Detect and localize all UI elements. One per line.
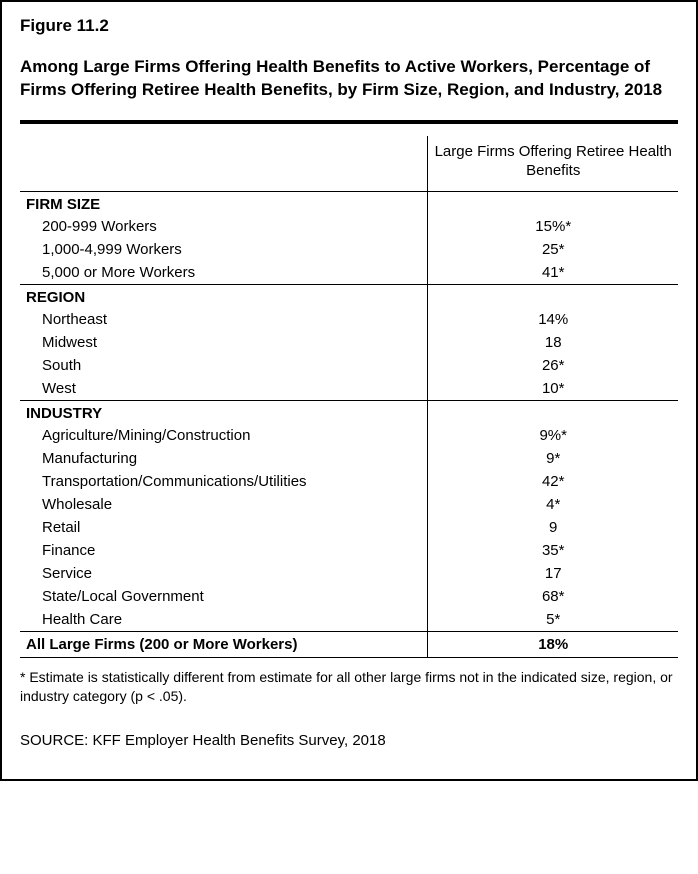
row-label: 200-999 Workers — [20, 215, 428, 238]
row-label: State/Local Government — [20, 585, 428, 608]
figure-container: Figure 11.2 Among Large Firms Offering H… — [0, 0, 698, 781]
section-row: INDUSTRY — [20, 400, 678, 424]
table-row: Health Care5* — [20, 608, 678, 632]
figure-number: Figure 11.2 — [20, 16, 678, 36]
row-value: 26* — [428, 354, 678, 377]
section-label: REGION — [20, 284, 428, 308]
row-value: 25* — [428, 238, 678, 261]
row-value: 68* — [428, 585, 678, 608]
section-value-empty — [428, 191, 678, 215]
table-row: Midwest18 — [20, 331, 678, 354]
table-row: Retail9 — [20, 516, 678, 539]
table-row: Wholesale4* — [20, 493, 678, 516]
table-row: Agriculture/Mining/Construction9%* — [20, 424, 678, 447]
table-row: 200-999 Workers15%* — [20, 215, 678, 238]
figure-title: Among Large Firms Offering Health Benefi… — [20, 56, 678, 102]
row-label: Service — [20, 562, 428, 585]
row-label: Retail — [20, 516, 428, 539]
summary-value: 18% — [428, 631, 678, 657]
title-rule — [20, 120, 678, 124]
row-value: 4* — [428, 493, 678, 516]
summary-label: All Large Firms (200 or More Workers) — [20, 631, 428, 657]
section-value-empty — [428, 284, 678, 308]
section-row: REGION — [20, 284, 678, 308]
summary-row: All Large Firms (200 or More Workers)18% — [20, 631, 678, 657]
row-label: 5,000 or More Workers — [20, 261, 428, 285]
row-label: Northeast — [20, 308, 428, 331]
header-empty — [20, 136, 428, 192]
row-label: Manufacturing — [20, 447, 428, 470]
footnote-text: * Estimate is statistically different fr… — [20, 668, 678, 706]
row-value: 9* — [428, 447, 678, 470]
row-label: 1,000-4,999 Workers — [20, 238, 428, 261]
row-label: Finance — [20, 539, 428, 562]
table-row: South26* — [20, 354, 678, 377]
row-value: 41* — [428, 261, 678, 285]
row-value: 10* — [428, 377, 678, 401]
row-value: 5* — [428, 608, 678, 632]
row-value: 18 — [428, 331, 678, 354]
row-label: West — [20, 377, 428, 401]
row-value: 9%* — [428, 424, 678, 447]
row-label: Health Care — [20, 608, 428, 632]
table-row: 5,000 or More Workers41* — [20, 261, 678, 285]
table-header-row: Large Firms Offering Retiree Health Bene… — [20, 136, 678, 192]
table-row: Manufacturing9* — [20, 447, 678, 470]
table-row: Transportation/Communications/Utilities4… — [20, 470, 678, 493]
table-row: Finance35* — [20, 539, 678, 562]
row-label: South — [20, 354, 428, 377]
section-value-empty — [428, 400, 678, 424]
row-value: 9 — [428, 516, 678, 539]
source-text: SOURCE: KFF Employer Health Benefits Sur… — [20, 732, 678, 749]
row-value: 42* — [428, 470, 678, 493]
row-label: Agriculture/Mining/Construction — [20, 424, 428, 447]
data-table: Large Firms Offering Retiree Health Bene… — [20, 136, 678, 658]
section-row: FIRM SIZE — [20, 191, 678, 215]
table-row: Northeast14% — [20, 308, 678, 331]
column-header: Large Firms Offering Retiree Health Bene… — [428, 136, 678, 192]
row-label: Midwest — [20, 331, 428, 354]
table-row: Service17 — [20, 562, 678, 585]
row-value: 15%* — [428, 215, 678, 238]
table-row: West10* — [20, 377, 678, 401]
row-label: Transportation/Communications/Utilities — [20, 470, 428, 493]
table-row: 1,000-4,999 Workers25* — [20, 238, 678, 261]
section-label: INDUSTRY — [20, 400, 428, 424]
row-label: Wholesale — [20, 493, 428, 516]
row-value: 35* — [428, 539, 678, 562]
row-value: 17 — [428, 562, 678, 585]
section-label: FIRM SIZE — [20, 191, 428, 215]
table-row: State/Local Government68* — [20, 585, 678, 608]
row-value: 14% — [428, 308, 678, 331]
